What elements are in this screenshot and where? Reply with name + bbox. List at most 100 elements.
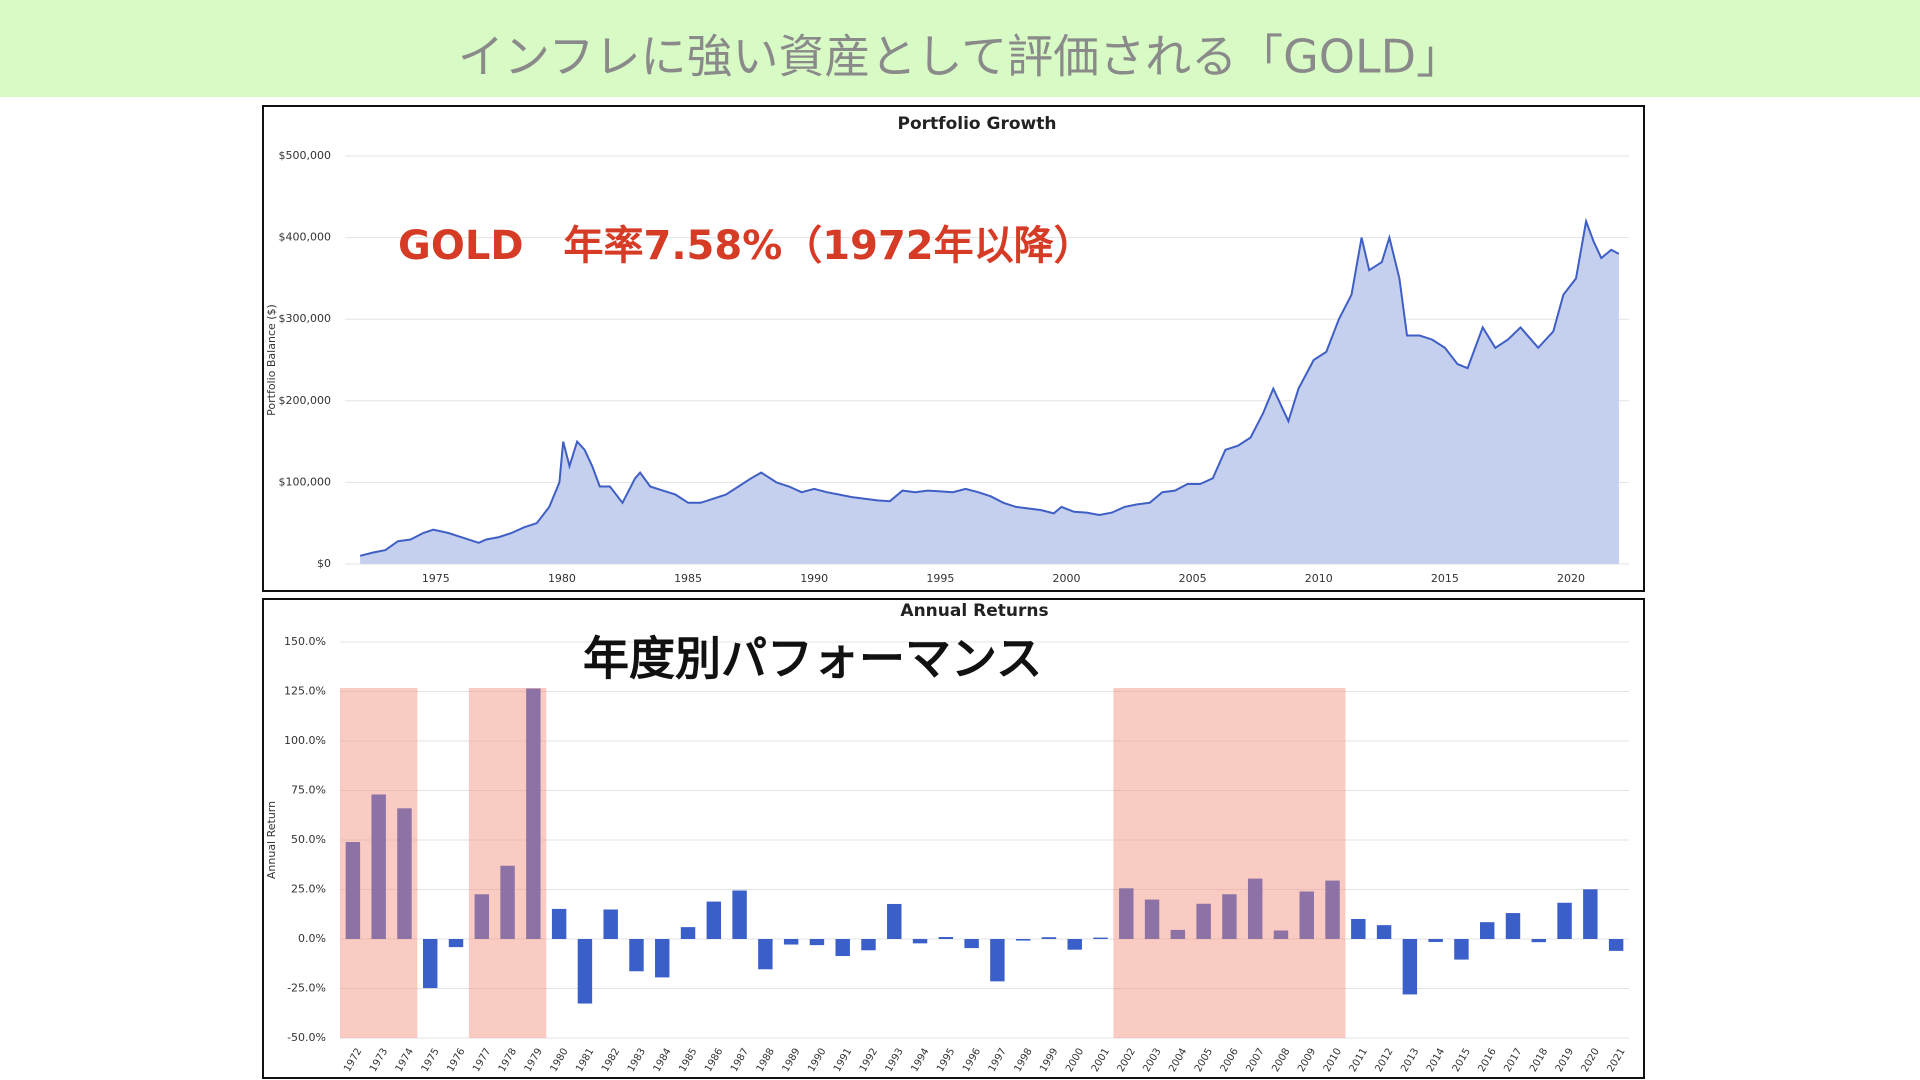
x-tick-label: 1994 bbox=[909, 1046, 931, 1074]
x-tick-label: 1980 bbox=[548, 572, 576, 585]
x-tick-label: 2009 bbox=[1296, 1046, 1318, 1074]
bar bbox=[1222, 894, 1237, 939]
bar bbox=[526, 688, 541, 939]
bar bbox=[1299, 891, 1314, 939]
x-tick-label: 1996 bbox=[961, 1046, 983, 1074]
chart-title: Portfolio Growth bbox=[898, 114, 1057, 134]
x-tick-label: 1997 bbox=[987, 1046, 1009, 1074]
bar bbox=[1041, 937, 1057, 939]
bar bbox=[1608, 939, 1624, 951]
bar bbox=[1273, 930, 1289, 939]
x-tick-label: 2017 bbox=[1502, 1046, 1524, 1074]
bar bbox=[990, 939, 1005, 982]
x-tick-label: 2021 bbox=[1605, 1046, 1627, 1074]
x-tick-label: 1976 bbox=[445, 1046, 467, 1074]
bar bbox=[345, 841, 361, 939]
x-tick-label: 1972 bbox=[342, 1046, 364, 1074]
bar bbox=[912, 939, 928, 944]
bar bbox=[1583, 889, 1598, 939]
x-tick-label: 2000 bbox=[1064, 1046, 1086, 1074]
y-axis-label: Annual Return bbox=[265, 801, 278, 879]
bar bbox=[448, 939, 464, 948]
x-tick-label: 2018 bbox=[1528, 1046, 1550, 1074]
bar bbox=[1093, 937, 1108, 939]
bar bbox=[887, 903, 902, 939]
y-tick-label: $300,000 bbox=[279, 312, 332, 325]
bar bbox=[629, 939, 644, 972]
bar bbox=[1170, 929, 1186, 939]
x-tick-label: 1993 bbox=[884, 1046, 906, 1074]
x-tick-label: 2001 bbox=[1090, 1046, 1112, 1074]
bar bbox=[397, 808, 412, 939]
line bbox=[359, 217, 1620, 557]
bar bbox=[732, 890, 747, 939]
x-tick-label: 1973 bbox=[368, 1046, 390, 1074]
x-tick-label: 2014 bbox=[1425, 1046, 1447, 1074]
x-tick-label: 1995 bbox=[935, 1046, 957, 1074]
x-tick-label: 1999 bbox=[1038, 1046, 1060, 1074]
chart-title: Annual Returns bbox=[900, 601, 1048, 621]
y-tick-label: $200,000 bbox=[279, 394, 332, 407]
y-tick-label: 50.0% bbox=[291, 833, 326, 846]
bar bbox=[1351, 919, 1366, 939]
highlight bbox=[1113, 688, 1346, 1038]
x-tick-label: 2012 bbox=[1373, 1046, 1395, 1074]
x-tick-label: 2000 bbox=[1052, 572, 1080, 585]
y-tick-label: 0.0% bbox=[298, 932, 326, 945]
y-axis-label: Portfolio Balance ($) bbox=[265, 304, 278, 416]
x-tick-label: 2002 bbox=[1116, 1046, 1138, 1074]
x-tick-label: 1981 bbox=[574, 1046, 596, 1074]
bar bbox=[1531, 939, 1546, 943]
x-tick-label: 1978 bbox=[497, 1046, 519, 1074]
x-tick-label: 2006 bbox=[1219, 1046, 1241, 1074]
y-tick-label: 100.0% bbox=[284, 734, 326, 747]
y-tick-label: $500,000 bbox=[279, 149, 332, 162]
bar bbox=[1428, 939, 1443, 942]
x-tick-label: 2019 bbox=[1554, 1046, 1576, 1074]
x-tick-label: 2005 bbox=[1193, 1046, 1215, 1074]
bar bbox=[758, 939, 773, 970]
x-tick-label: 2020 bbox=[1580, 1046, 1602, 1074]
y-tick-label: $0 bbox=[317, 557, 331, 570]
x-tick-label: 1977 bbox=[471, 1046, 493, 1074]
header-band bbox=[0, 0, 1920, 97]
bar bbox=[964, 939, 979, 949]
x-tick-label: 2007 bbox=[1244, 1046, 1266, 1074]
x-tick-label: 2015 bbox=[1431, 572, 1459, 585]
bar bbox=[1479, 922, 1495, 939]
x-tick-label: 2015 bbox=[1451, 1046, 1473, 1074]
bar bbox=[1505, 913, 1521, 939]
bar bbox=[809, 939, 825, 946]
slide-title: インフレに強い資産として評価される「GOLD」 bbox=[458, 30, 1462, 84]
x-tick-label: 1988 bbox=[755, 1046, 777, 1074]
y-tick-label: 25.0% bbox=[291, 883, 326, 896]
chart-frame bbox=[262, 598, 1645, 1079]
x-tick-label: 2010 bbox=[1322, 1046, 1344, 1074]
bar bbox=[551, 908, 567, 939]
x-tick-label: 2013 bbox=[1399, 1046, 1421, 1074]
bar bbox=[1376, 925, 1392, 939]
bar bbox=[655, 939, 670, 978]
x-tick-label: 1998 bbox=[1012, 1046, 1034, 1074]
x-tick-label: 1989 bbox=[780, 1046, 802, 1074]
bar bbox=[1119, 888, 1134, 939]
x-tick-label: 1984 bbox=[652, 1046, 674, 1074]
x-tick-label: 1991 bbox=[832, 1046, 854, 1074]
bar bbox=[1196, 903, 1211, 939]
bar bbox=[835, 939, 850, 957]
bar bbox=[1557, 902, 1572, 939]
bar bbox=[1402, 939, 1418, 995]
x-tick-label: 1987 bbox=[729, 1046, 751, 1074]
x-tick-label: 1974 bbox=[394, 1046, 416, 1074]
bar bbox=[1144, 899, 1160, 939]
y-tick-label: 125.0% bbox=[284, 685, 326, 698]
x-tick-label: 1982 bbox=[600, 1046, 622, 1074]
x-tick-label: 1983 bbox=[626, 1046, 648, 1074]
x-tick-label: 1990 bbox=[800, 572, 828, 585]
bar bbox=[861, 939, 876, 951]
x-tick-label: 2005 bbox=[1179, 572, 1207, 585]
bar bbox=[680, 927, 696, 939]
highlight bbox=[340, 688, 418, 1038]
chart-frame bbox=[262, 105, 1645, 592]
